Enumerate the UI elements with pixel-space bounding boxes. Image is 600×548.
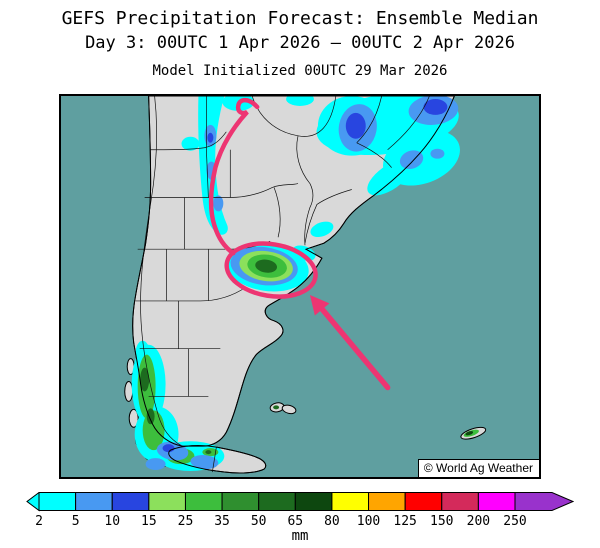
- legend-cell: [368, 492, 406, 511]
- precip-uruguay-coast: [310, 221, 334, 238]
- coastline: [132, 96, 455, 447]
- legend-tick-label: 5: [72, 514, 80, 528]
- legend-unit: mm: [291, 528, 309, 544]
- legend-cell: [331, 492, 370, 511]
- page-subtitle: Day 3: 00UTC 1 Apr 2026 — 00UTC 2 Apr 20…: [85, 33, 515, 53]
- legend-cell: [38, 492, 77, 511]
- legend-tick-label: 25: [178, 514, 194, 528]
- precip-legend: 2 5 10 15 25 35 50 65 80 100 125 150 200 250 mm: [26, 492, 574, 544]
- legend-tick-label: 250: [503, 514, 526, 528]
- legend-cell: [477, 492, 516, 511]
- legend-left-arrow: [26, 492, 40, 512]
- legend-cell: [148, 492, 186, 511]
- legend-tick-label: 65: [287, 514, 303, 528]
- tierra-del-fuego-coast: [168, 444, 267, 474]
- model-init-label: Model Initialized 00UTC 29 Mar 2026: [152, 63, 448, 79]
- precip-southern-chile: [131, 340, 225, 472]
- legend-tick-label: 200: [467, 514, 490, 528]
- legend-cell: [294, 492, 333, 511]
- legend-cell: [221, 492, 260, 511]
- highlight-lasso: [208, 97, 318, 299]
- legend-cell: [184, 492, 223, 511]
- legend-cell: [75, 492, 113, 511]
- legend-tick-label: 150: [430, 514, 453, 528]
- legend-tick-label: 35: [214, 514, 230, 528]
- legend-tick-label: 50: [251, 514, 267, 528]
- forecast-map: © World Ag Weather: [59, 94, 541, 479]
- page-title: GEFS Precipitation Forecast: Ensemble Me…: [61, 8, 539, 29]
- precip-south-georgia: [273, 405, 479, 437]
- legend-tick-label: 10: [104, 514, 120, 528]
- legend-right-arrow: [514, 492, 574, 511]
- south-america-map: [61, 96, 539, 477]
- legend-cell: [258, 492, 296, 511]
- admin-borders: [135, 96, 430, 473]
- legend-colorbar: 2 5 10 15 25 35 50 65 80 100 125 150 200 250: [26, 492, 574, 528]
- legend-cell: [404, 492, 443, 511]
- legend-tick-label: 15: [141, 514, 157, 528]
- legend-tick-label: 80: [324, 514, 340, 528]
- legend-tick-label: 125: [393, 514, 416, 528]
- legend-cell: [441, 492, 479, 511]
- attribution-badge: © World Ag Weather: [417, 459, 539, 477]
- legend-cell: [111, 492, 150, 511]
- legend-tick-label: 2: [35, 514, 43, 528]
- legend-tick-label: 100: [357, 514, 380, 528]
- precip-central-argentina: [225, 242, 316, 292]
- highlight-arrow: [309, 294, 391, 391]
